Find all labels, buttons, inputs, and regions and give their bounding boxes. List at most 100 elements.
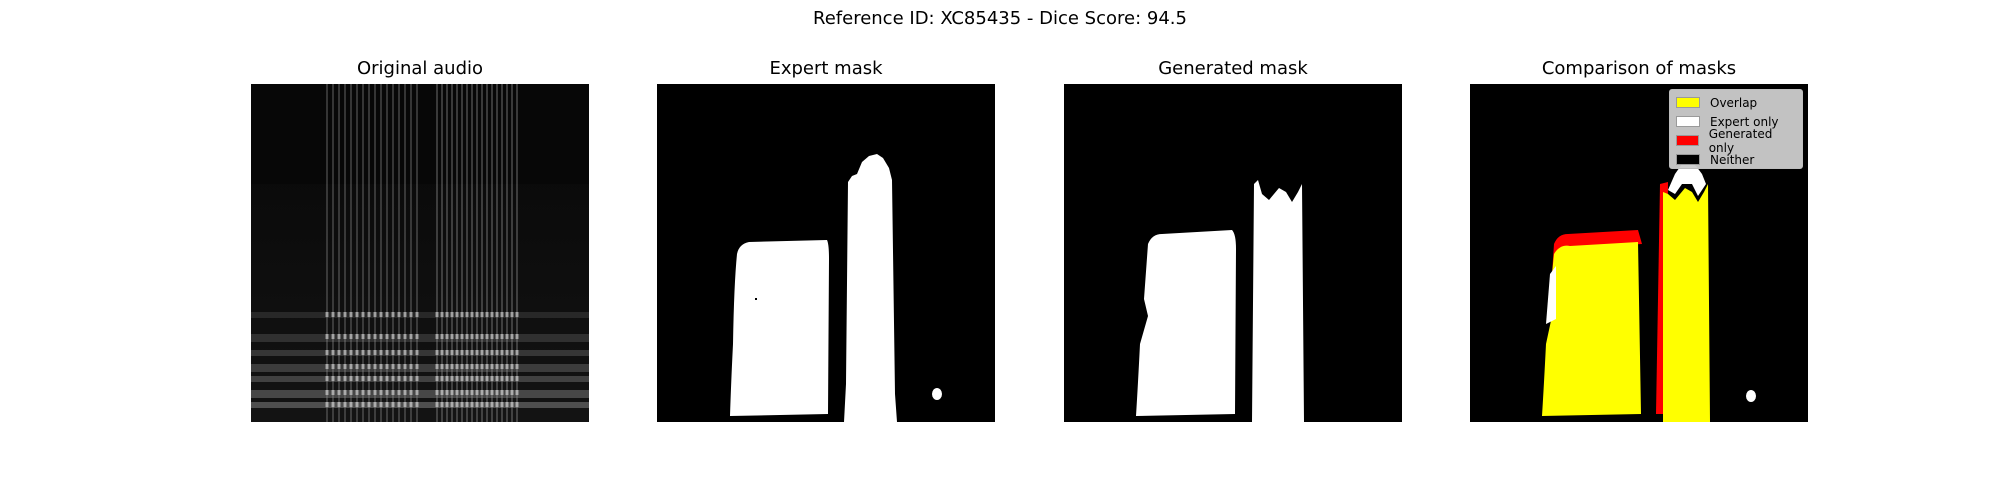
- spectrogram-bright-cell: [337, 364, 341, 369]
- spectrogram-bright-cell: [415, 364, 419, 369]
- spectrogram-bright-cell: [435, 350, 439, 355]
- spectrogram-bright-cell: [490, 390, 494, 395]
- spectrogram-bright-cell: [500, 350, 504, 355]
- spectrogram-bright-cell: [379, 334, 383, 339]
- spectrogram-bright-cell: [480, 334, 484, 339]
- spectrogram-bright-cell: [385, 350, 389, 355]
- spectrogram-band: [251, 312, 589, 318]
- spectrogram-bright-cell: [510, 364, 514, 369]
- spectrogram-bright-cell: [450, 364, 454, 369]
- spectrogram-bright-cell: [331, 390, 335, 395]
- spectrogram-bright-cell: [403, 312, 407, 317]
- spectrogram-bright-cell: [490, 312, 494, 317]
- spectrogram-bright-cell: [361, 364, 365, 369]
- spectrogram-bright-cell: [515, 312, 519, 317]
- comparison-legend: Overlap Expert only Generated only Neith…: [1669, 89, 1803, 169]
- spectrogram-bright-cell: [391, 376, 395, 381]
- spectrogram-bright-cell: [460, 390, 464, 395]
- spectrogram-bright-cell: [397, 376, 401, 381]
- spectrogram-bright-cell: [475, 312, 479, 317]
- spectrogram-bright-cell: [349, 334, 353, 339]
- spectrogram-bright-cell: [385, 364, 389, 369]
- spectrogram-bright-cell: [325, 390, 329, 395]
- panel-title-comparison: Comparison of masks: [1541, 58, 1737, 79]
- spectrogram-bright-cell: [367, 312, 371, 317]
- spectrogram-bright-cell: [495, 402, 499, 407]
- spectrogram-bright-cell: [409, 364, 413, 369]
- spectrogram-bright-cell: [349, 390, 353, 395]
- spectrogram-bright-cell: [465, 312, 469, 317]
- spectrogram-bright-cell: [495, 334, 499, 339]
- spectrogram-bright-cell: [415, 390, 419, 395]
- spectrogram-bright-cell: [510, 390, 514, 395]
- spectrogram-bright-cell: [490, 364, 494, 369]
- spectrogram-bright-cell: [397, 402, 401, 407]
- spectrogram-bright-cell: [361, 402, 365, 407]
- spectrogram-bright-cell: [379, 376, 383, 381]
- spectrogram-bright-cell: [505, 312, 509, 317]
- spectrogram-bright-cell: [500, 376, 504, 381]
- spectrogram-bright-cell: [485, 364, 489, 369]
- spectrogram-bright-cell: [510, 350, 514, 355]
- spectrogram-bright-cell: [515, 376, 519, 381]
- spectrogram-bright-cell: [475, 364, 479, 369]
- legend-label-expert-only: Expert only: [1710, 114, 1779, 129]
- spectrogram-bright-cell: [415, 312, 419, 317]
- spectrogram-bright-cell: [475, 334, 479, 339]
- spectrogram-bright-cell: [367, 350, 371, 355]
- spectrogram-bright-cell: [460, 350, 464, 355]
- spectrogram-bright-cell: [355, 390, 359, 395]
- generated-mask-svg: [1136, 180, 1304, 422]
- swatch-expert-only: [1676, 116, 1700, 127]
- spectrogram-bright-cell: [391, 364, 395, 369]
- spectrogram-bright-cell: [480, 376, 484, 381]
- spectrogram-svg: [251, 84, 589, 422]
- expert-only-region-top: [1668, 162, 1706, 196]
- spectrogram-bright-cell: [460, 334, 464, 339]
- spectrogram-bright-cell: [445, 364, 449, 369]
- panel-title-original-audio: Original audio: [356, 58, 484, 79]
- spectrogram-bright-cell: [495, 350, 499, 355]
- spectrogram-bright-cell: [367, 390, 371, 395]
- spectrogram-bright-cell: [391, 390, 395, 395]
- generated-mask-region-left: [1136, 230, 1236, 416]
- spectrogram-bright-cell: [385, 390, 389, 395]
- spectrogram-bright-cell: [349, 312, 353, 317]
- spectrogram-bright-cell: [355, 334, 359, 339]
- spectrogram-bright-cell: [343, 364, 347, 369]
- spectrogram-bright-cell: [495, 364, 499, 369]
- spectrogram-bright-cell: [485, 312, 489, 317]
- spectrogram-band: [251, 334, 589, 342]
- spectrogram-bright-cell: [465, 334, 469, 339]
- spectrogram-bright-cell: [510, 376, 514, 381]
- expert-mask-region-right: [844, 154, 897, 422]
- spectrogram-bright-cell: [355, 402, 359, 407]
- spectrogram-bright-cell: [470, 350, 474, 355]
- spectrogram-bright-cell: [450, 312, 454, 317]
- expert-mask-image: [657, 84, 995, 422]
- spectrogram-bright-cell: [373, 402, 377, 407]
- spectrogram-bright-cell: [495, 312, 499, 317]
- spectrogram-bright-cell: [343, 312, 347, 317]
- legend-item-neither: Neither: [1676, 150, 1796, 169]
- spectrogram-bright-cell: [325, 350, 329, 355]
- spectrogram-bright-cell: [505, 350, 509, 355]
- legend-label-neither: Neither: [1710, 152, 1755, 167]
- spectrogram-bright-cell: [445, 334, 449, 339]
- spectrogram-bright-cell: [435, 364, 439, 369]
- spectrogram-bright-cell: [480, 390, 484, 395]
- spectrogram-bright-cell: [409, 312, 413, 317]
- spectrogram-bright-cell: [440, 334, 444, 339]
- comparison-svg: [1542, 162, 1756, 422]
- swatch-generated-only: [1676, 135, 1699, 146]
- spectrogram-bright-cell: [331, 364, 335, 369]
- spectrogram-bright-cell: [435, 312, 439, 317]
- figure-title: Reference ID: XC85435 - Dice Score: 94.5: [813, 8, 1187, 29]
- spectrogram-bright-cell: [505, 334, 509, 339]
- legend-item-expert-only: Expert only: [1676, 112, 1796, 131]
- expert-only-region-edge: [1546, 266, 1556, 324]
- spectrogram-bright-cell: [490, 334, 494, 339]
- spectrogram-bright-cell: [331, 402, 335, 407]
- spectrogram-bright-cell: [505, 390, 509, 395]
- spectrogram-bright-cell: [515, 390, 519, 395]
